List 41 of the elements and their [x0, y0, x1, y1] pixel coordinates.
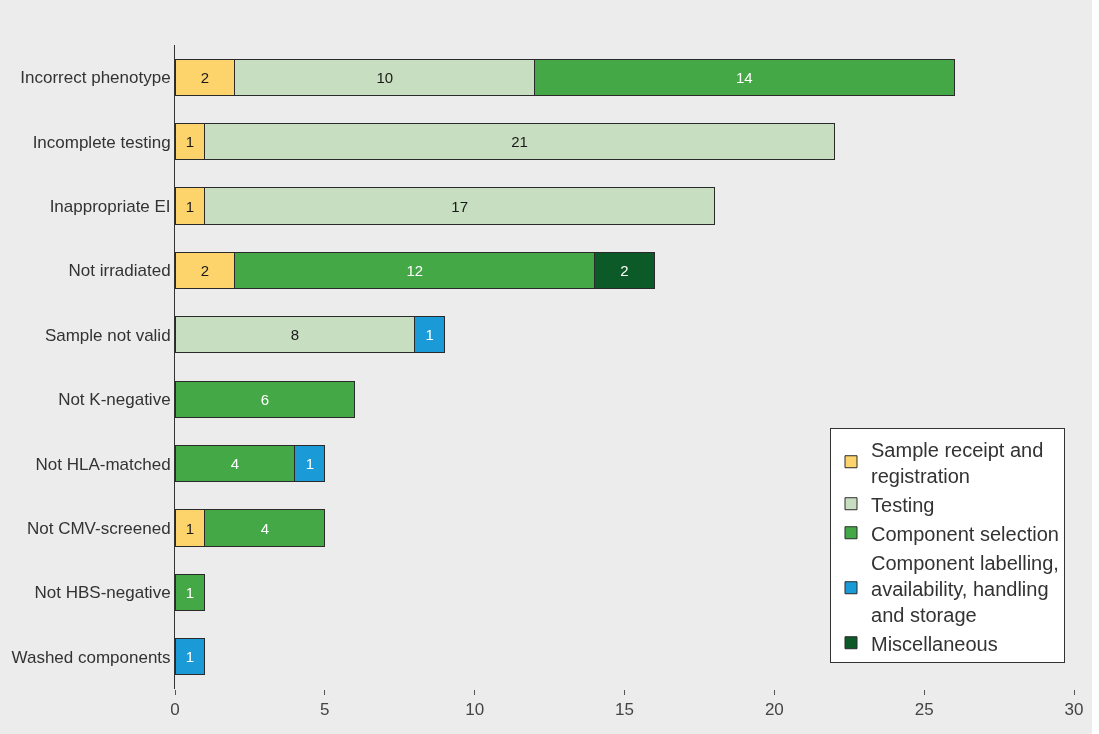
legend-label: Sample receipt and registration: [871, 438, 1044, 487]
data-label: 10: [376, 68, 394, 86]
data-label: 14: [736, 68, 753, 86]
y-tick-label: Not K-negative: [58, 390, 171, 410]
y-tick-label: Washed components: [11, 647, 171, 667]
data-label: 2: [200, 68, 210, 86]
y-tick-label: Sample not valid: [44, 325, 171, 345]
data-label: 1: [305, 455, 315, 473]
y-tick-label: Not CMV-screened: [26, 518, 171, 538]
data-label: 1: [185, 648, 195, 666]
data-label: 6: [260, 390, 270, 408]
x-tick-label: 15: [615, 700, 634, 720]
data-label: 1: [185, 133, 195, 151]
data-label: 1: [425, 326, 434, 344]
data-label: 4: [230, 455, 240, 473]
legend-label: Component selection: [871, 522, 1059, 545]
data-label: 1: [185, 519, 195, 537]
data-label: 17: [451, 197, 469, 215]
x-tick-label: 0: [170, 700, 180, 720]
x-tick-label: 25: [914, 700, 934, 720]
x-tick-label: 20: [764, 700, 784, 720]
y-tick-label: Not HBS-negative: [34, 583, 171, 603]
x-tick-label: 5: [320, 700, 330, 720]
legend-label: Miscellaneous: [871, 632, 998, 655]
y-tick-label: Not irradiated: [68, 261, 171, 281]
data-label: 21: [511, 133, 528, 151]
data-label: 2: [200, 261, 210, 279]
legend-label: Testing: [871, 493, 935, 516]
legend-label: Component labelling, availability, handling and storage: [871, 551, 1059, 626]
data-label: 2: [620, 261, 629, 279]
y-tick-label: Inappropriate EI: [49, 196, 171, 216]
x-tick-label: 10: [465, 700, 485, 720]
y-tick-label: Not HLA-matched: [35, 454, 171, 474]
y-tick-label: Incomplete testing: [32, 132, 171, 152]
data-label: 1: [185, 197, 195, 215]
x-tick-label: 30: [1064, 700, 1084, 720]
data-label: 8: [290, 326, 300, 344]
data-label: 4: [260, 519, 270, 537]
data-label: 12: [406, 261, 424, 279]
y-tick-label: Incorrect phenotype: [20, 68, 171, 88]
data-label: 1: [185, 583, 195, 601]
